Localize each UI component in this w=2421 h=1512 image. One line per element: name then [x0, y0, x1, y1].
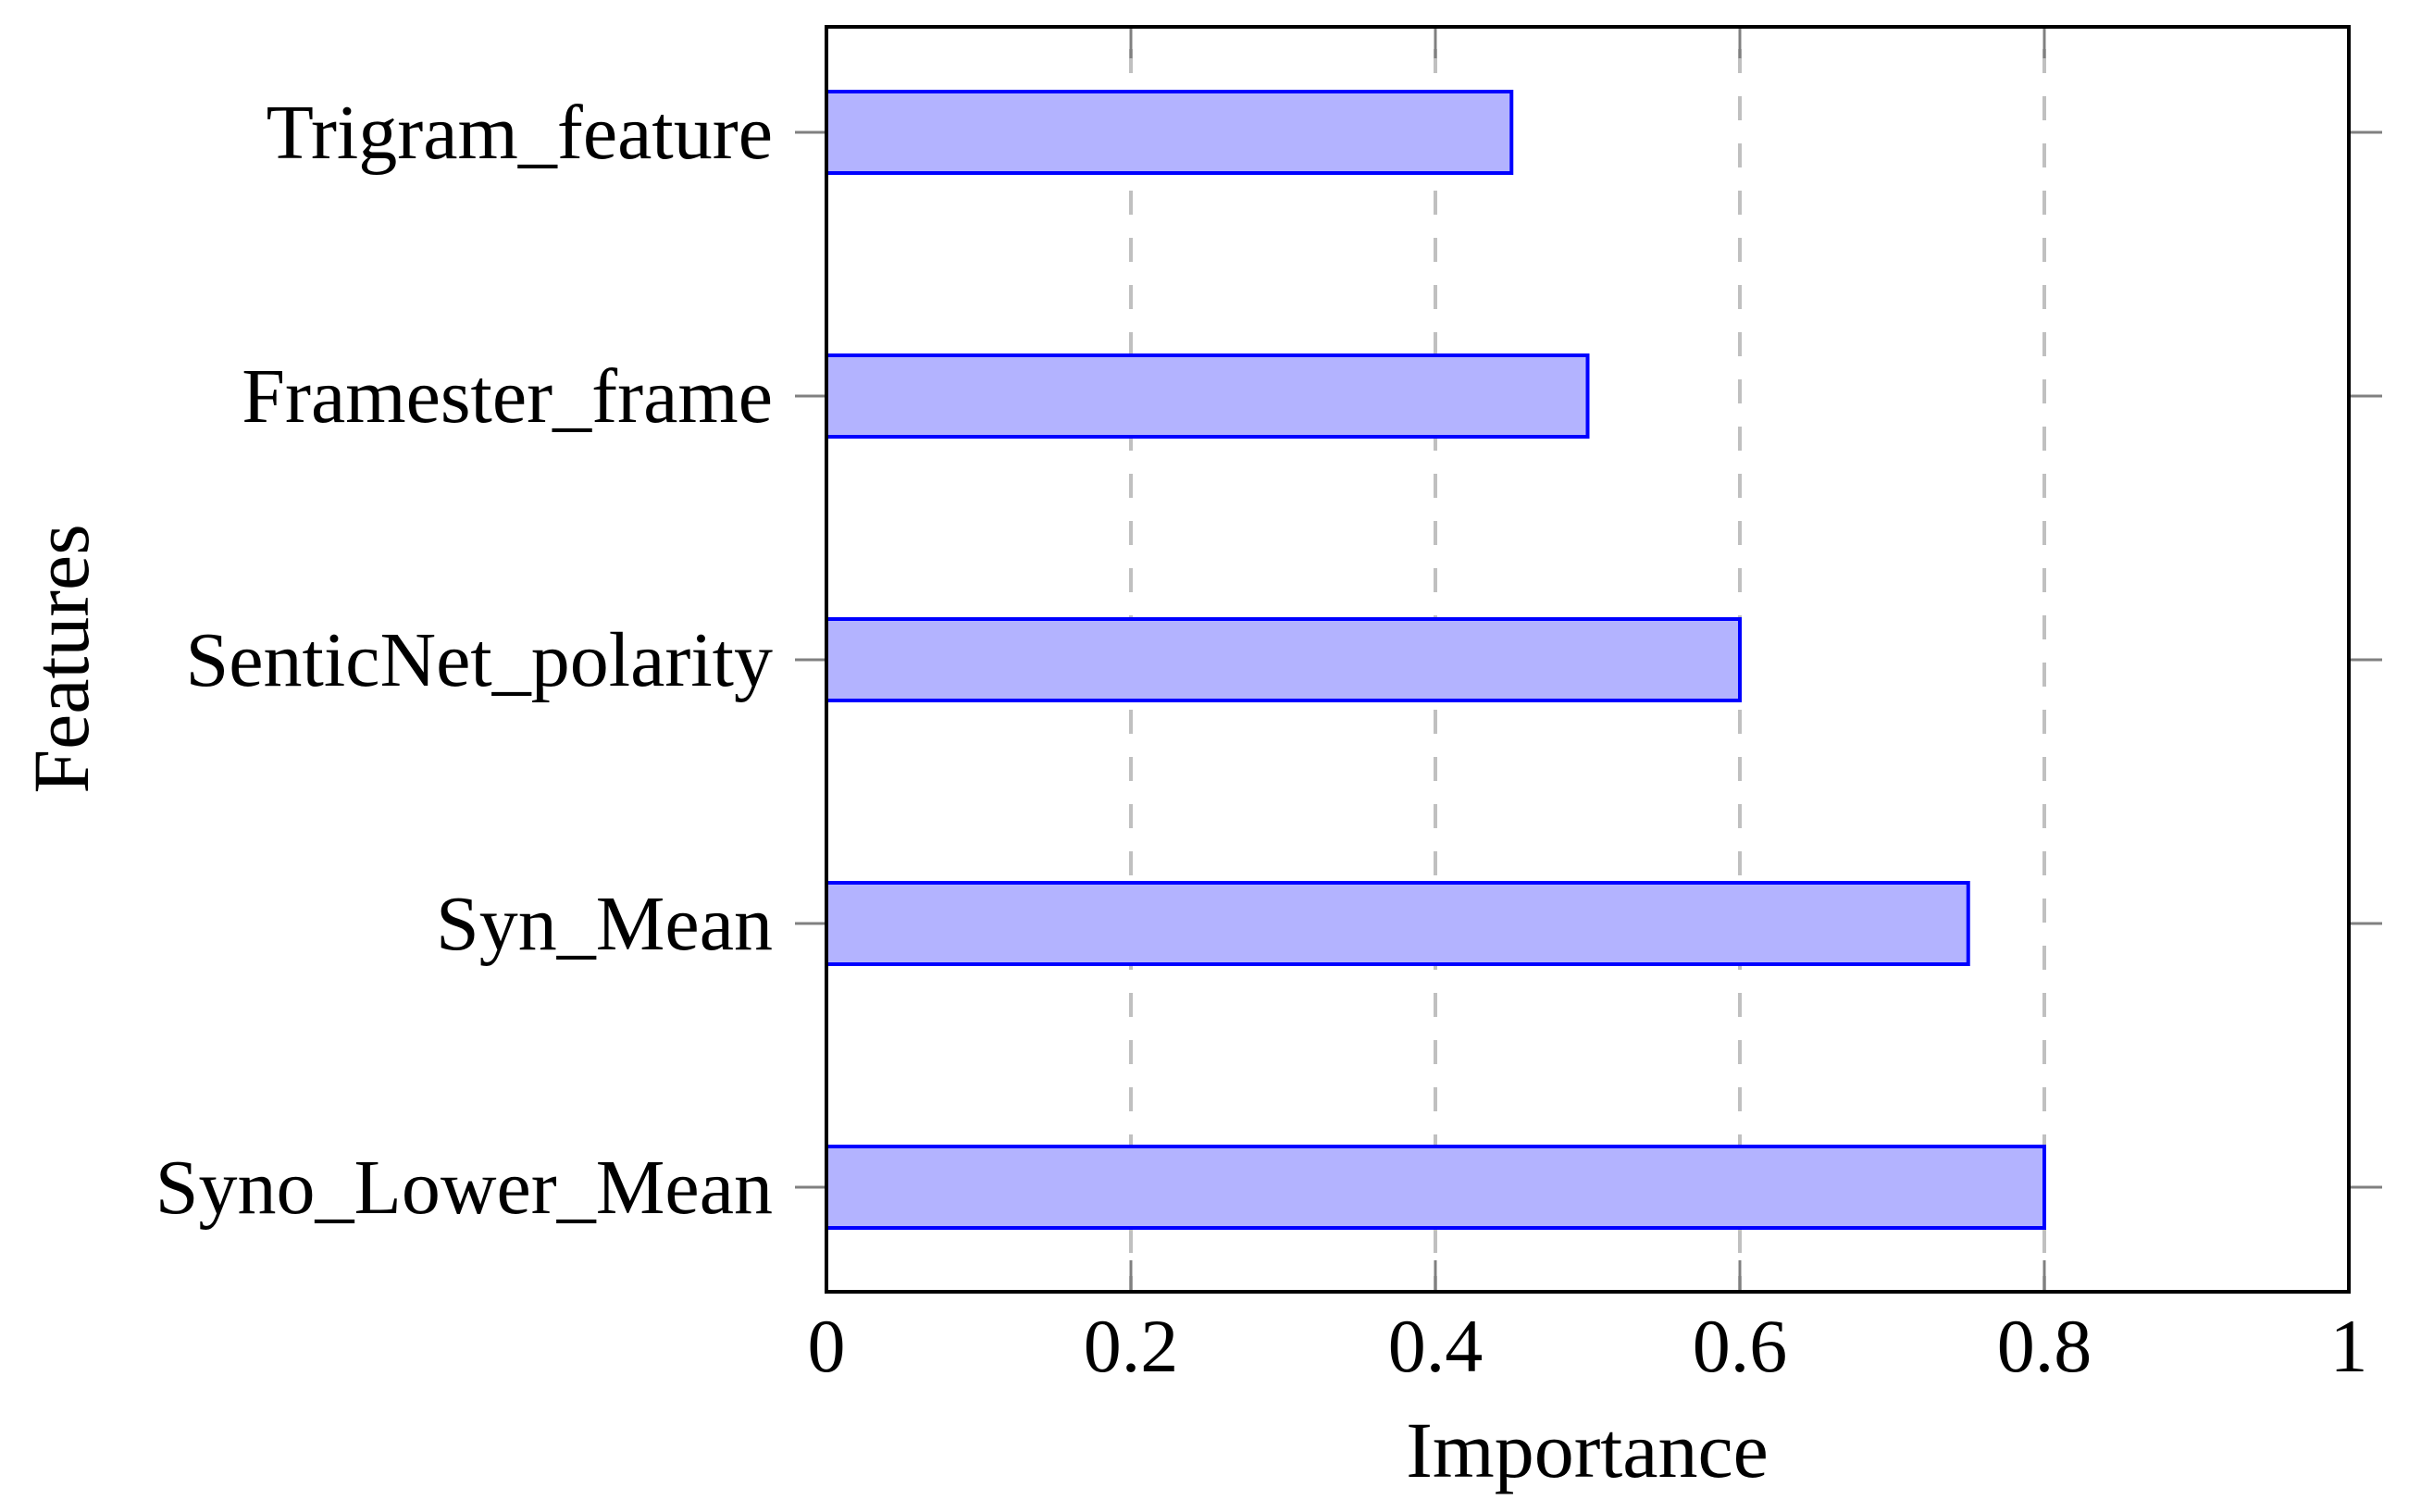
y-tick-label: Trigram_feature: [267, 90, 773, 176]
x-tick-label: 0.8: [1997, 1304, 2092, 1388]
y-tick-label: SenticNet_polarity: [185, 617, 773, 703]
x-tick-labels: 0 0.2 0.4 0.6 0.8 1: [808, 1304, 2368, 1388]
x-tick-label: 0.2: [1084, 1304, 1179, 1388]
y-tick-label: Syn_Mean: [436, 881, 773, 967]
y-tick-label: Syno_Lower_Mean: [155, 1145, 773, 1231]
bar: [825, 1145, 2046, 1230]
axis-ticks: [795, 27, 2382, 1292]
y-tick-labels: Trigram_feature Framester_frame SenticNet_…: [155, 90, 773, 1231]
y-tick-label: Framester_frame: [242, 353, 773, 440]
y-axis-title: Features: [17, 524, 106, 793]
bar: [825, 90, 1514, 175]
bar: [825, 353, 1590, 439]
bar: [825, 881, 1970, 966]
x-tick-label: 1: [2330, 1304, 2368, 1388]
x-axis-title: Importance: [1406, 1406, 1769, 1494]
x-tick-label: 0: [808, 1304, 846, 1388]
x-tick-label: 0.4: [1388, 1304, 1484, 1388]
plot-frame: [825, 25, 2351, 1294]
bar: [825, 617, 1742, 702]
bars: [825, 90, 2046, 1230]
x-tick-label: 0.6: [1693, 1304, 1788, 1388]
